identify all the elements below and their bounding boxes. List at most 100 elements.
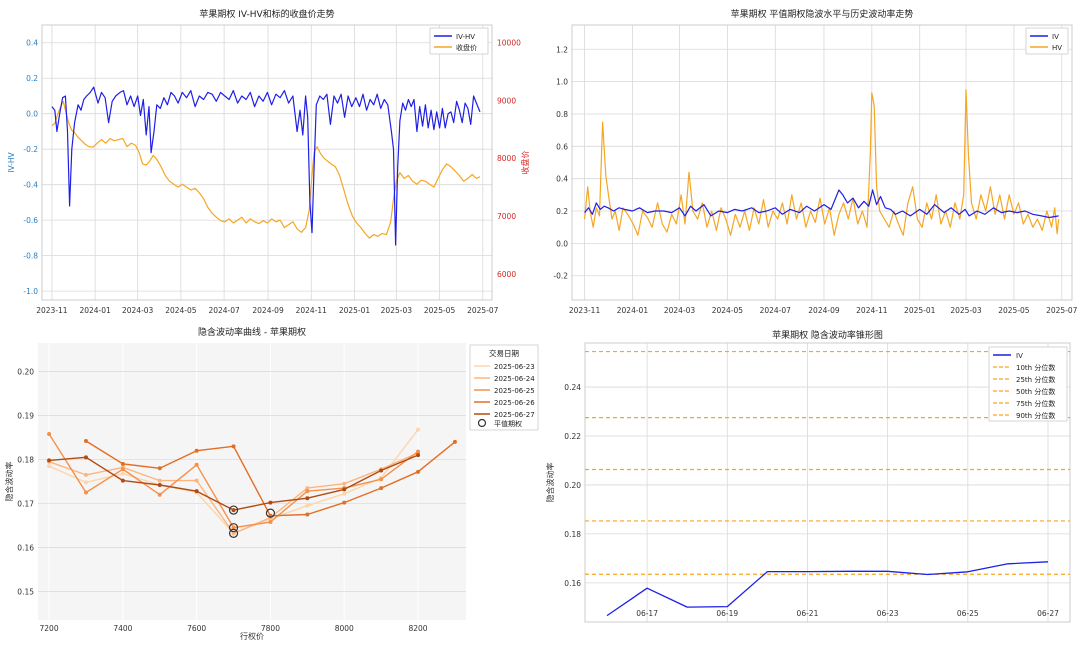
plot-frame — [41, 24, 493, 301]
smile-point — [379, 486, 384, 491]
y-axis-label: IV-HV — [7, 151, 16, 172]
y-tick-label: -0.4 — [23, 181, 38, 190]
legend-label: IV — [1052, 33, 1059, 41]
smile-point — [157, 483, 162, 488]
smile-point — [231, 444, 236, 449]
x-tick-label: 8000 — [335, 624, 354, 633]
smile-point — [342, 481, 347, 486]
legend: IV-HV 收盘价 — [429, 27, 489, 55]
x-tick-label: 7200 — [40, 624, 59, 633]
x-tick-label: 2024-07 — [208, 306, 240, 315]
y2-tick-label: 10000 — [497, 38, 521, 47]
x-tick-label: 2025-07 — [1046, 306, 1078, 315]
legend-label: 10th 分位数 — [1016, 363, 1055, 372]
y-tick-label: 0.0 — [556, 239, 568, 248]
smile-point — [83, 490, 88, 495]
smile-point — [83, 480, 88, 485]
y-tick-label: -0.2 — [23, 145, 38, 154]
legend-box — [429, 27, 489, 55]
legend-label: HV — [1052, 44, 1062, 52]
iv-line — [606, 561, 1049, 617]
y2-tick-label: 7000 — [497, 212, 516, 221]
legend-box — [988, 346, 1068, 422]
x-tick-label: 2024-07 — [760, 306, 792, 315]
smile-point — [157, 478, 162, 483]
smile-point — [342, 491, 347, 496]
x-tick-label: 06-25 — [957, 609, 979, 618]
iv-hv-line — [51, 86, 481, 246]
x-tick-label: 7800 — [261, 624, 280, 633]
smile-point — [47, 432, 52, 437]
x-tick-label: 2023-11 — [569, 306, 601, 315]
panel-atm-iv-hv: 2023-11 2024-01 2024-03 2024-05 2024-07 2024-… — [553, 8, 1077, 315]
y-axis-label: 隐含波动率 — [4, 462, 14, 502]
panel-iv-smile: 7200 7400 7600 7800 8000 8200 0.15 0.16 0.17 0.18… — [4, 326, 539, 641]
legend-label: 2025-06-27 — [494, 411, 535, 419]
smile-point — [83, 455, 88, 460]
y-tick-label: 0.22 — [564, 432, 581, 441]
legend-label: 75th 分位数 — [1016, 399, 1055, 408]
y2-axis-label: 收盘价 — [520, 151, 530, 175]
legend-box — [1025, 27, 1069, 55]
panel-iv-cone: 06-17 06-19 06-21 06-23 06-25 06-27 0.16 0.18 0.… — [545, 329, 1071, 623]
atm-marker — [228, 523, 239, 533]
legend-label: 2025-06-25 — [494, 387, 535, 395]
legend-label: 收盘价 — [456, 43, 477, 52]
x-tick-label: 2025-05 — [998, 306, 1030, 315]
x-tick-label: 06-19 — [716, 609, 738, 618]
legend-label: IV-HV — [456, 33, 475, 41]
x-tick-label: 2024-05 — [712, 306, 744, 315]
smile-point — [83, 472, 88, 477]
x-tick-label: 06-23 — [877, 609, 899, 618]
smile-point — [231, 508, 236, 513]
smile-point — [379, 477, 384, 482]
y-tick-label: 0.15 — [17, 587, 34, 596]
smile-point — [416, 449, 421, 454]
y-tick-label: 0.4 — [556, 175, 568, 184]
legend-label: 50th 分位数 — [1016, 387, 1055, 396]
smile-point — [194, 489, 199, 494]
legend: IV HV — [1025, 27, 1069, 55]
smile-point — [231, 531, 236, 536]
x-tick-label: 2024-01 — [79, 306, 111, 315]
y-tick-label: 0.18 — [17, 456, 34, 465]
smile-point — [194, 448, 199, 453]
smile-point — [342, 487, 347, 492]
plot-frame — [584, 342, 1071, 623]
y-tick-label: -1.0 — [23, 287, 38, 296]
y-tick-label: 0.20 — [17, 368, 34, 377]
atm-marker — [228, 528, 239, 538]
y2-tick-label: 9000 — [497, 96, 516, 105]
x-tick-label: 2025-01 — [339, 306, 371, 315]
y-tick-label: -0.8 — [23, 252, 38, 261]
smile-point — [305, 503, 310, 508]
smile-point — [416, 453, 421, 458]
x-tick-label: 2024-11 — [856, 306, 888, 315]
smile-point — [120, 471, 125, 476]
x-tick-label: 06-27 — [1037, 609, 1059, 618]
y-tick-label: 1.2 — [556, 45, 568, 54]
y-tick-label: 0.6 — [556, 142, 568, 151]
smile-point — [416, 427, 421, 432]
x-tick-label: 2024-03 — [122, 306, 154, 315]
x-tick-label: 2024-03 — [664, 306, 696, 315]
legend-label: 2025-06-24 — [494, 375, 535, 383]
x-tick-label: 2024-09 — [252, 306, 284, 315]
legend: 交易日期 2025-06-23 2025-06-24 2025-06-25 2025-0… — [469, 344, 539, 431]
y-tick-label: 0.17 — [17, 499, 34, 508]
x-tick-label: 2024-05 — [165, 306, 197, 315]
x-tick-label: 2024-09 — [808, 306, 840, 315]
chart-title: 苹果期权 平值期权隐波水平与历史波动率走势 — [731, 8, 914, 20]
smile-point — [342, 500, 347, 505]
x-tick-label: 2025-01 — [904, 306, 936, 315]
smile-point — [120, 461, 125, 466]
y-tick-label: 0.2 — [556, 207, 568, 216]
x-tick-label: 2025-03 — [950, 306, 982, 315]
legend-label: 平值期权 — [494, 419, 522, 428]
y-tick-label: 0.18 — [564, 530, 581, 539]
legend-label: 25th 分位数 — [1016, 375, 1055, 384]
smile-point — [268, 500, 273, 505]
smile-point — [305, 496, 310, 501]
y-tick-label: -0.6 — [23, 216, 38, 225]
